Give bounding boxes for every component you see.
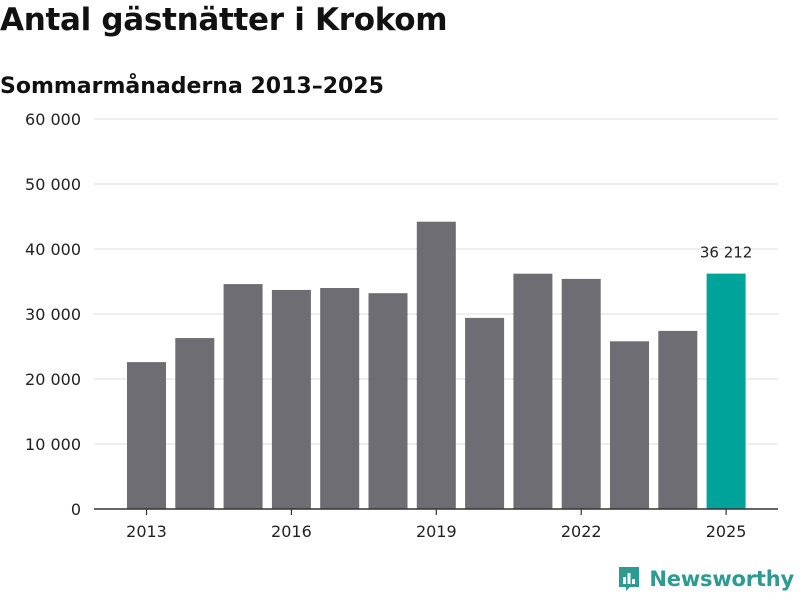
x-tick-label: 2022 <box>561 522 602 541</box>
bar <box>320 288 360 509</box>
y-tick-label: 0 <box>71 500 81 519</box>
chart-title: Antal gästnätter i Krokom <box>0 2 448 38</box>
bar <box>223 284 263 509</box>
bar <box>610 341 649 509</box>
y-tick-label: 60 000 <box>25 110 81 129</box>
chart-subtitle: Sommarmånaderna 2013–2025 <box>0 74 384 99</box>
newsworthy-logo-icon <box>619 567 640 591</box>
bar <box>416 221 456 509</box>
y-tick-label: 40 000 <box>25 240 81 259</box>
bar <box>465 317 505 509</box>
bar <box>271 289 311 509</box>
bar <box>513 273 553 509</box>
bar <box>368 293 408 509</box>
bar <box>175 338 215 509</box>
y-tick-label: 10 000 <box>25 435 81 454</box>
y-tick-label: 30 000 <box>25 305 81 324</box>
brand-name: Newsworthy <box>649 567 794 591</box>
bar <box>658 330 698 509</box>
bar <box>127 362 166 509</box>
brand: Newsworthy <box>617 566 794 592</box>
bar <box>561 278 601 509</box>
data-label: 36 212 <box>700 244 753 262</box>
y-tick-label: 50 000 <box>25 175 81 194</box>
x-tick-label: 2013 <box>126 522 167 541</box>
bar <box>706 273 746 509</box>
x-tick-label: 2019 <box>416 522 457 541</box>
x-tick-label: 2025 <box>706 522 747 541</box>
x-tick-label: 2016 <box>271 522 312 541</box>
y-tick-label: 20 000 <box>25 370 81 389</box>
